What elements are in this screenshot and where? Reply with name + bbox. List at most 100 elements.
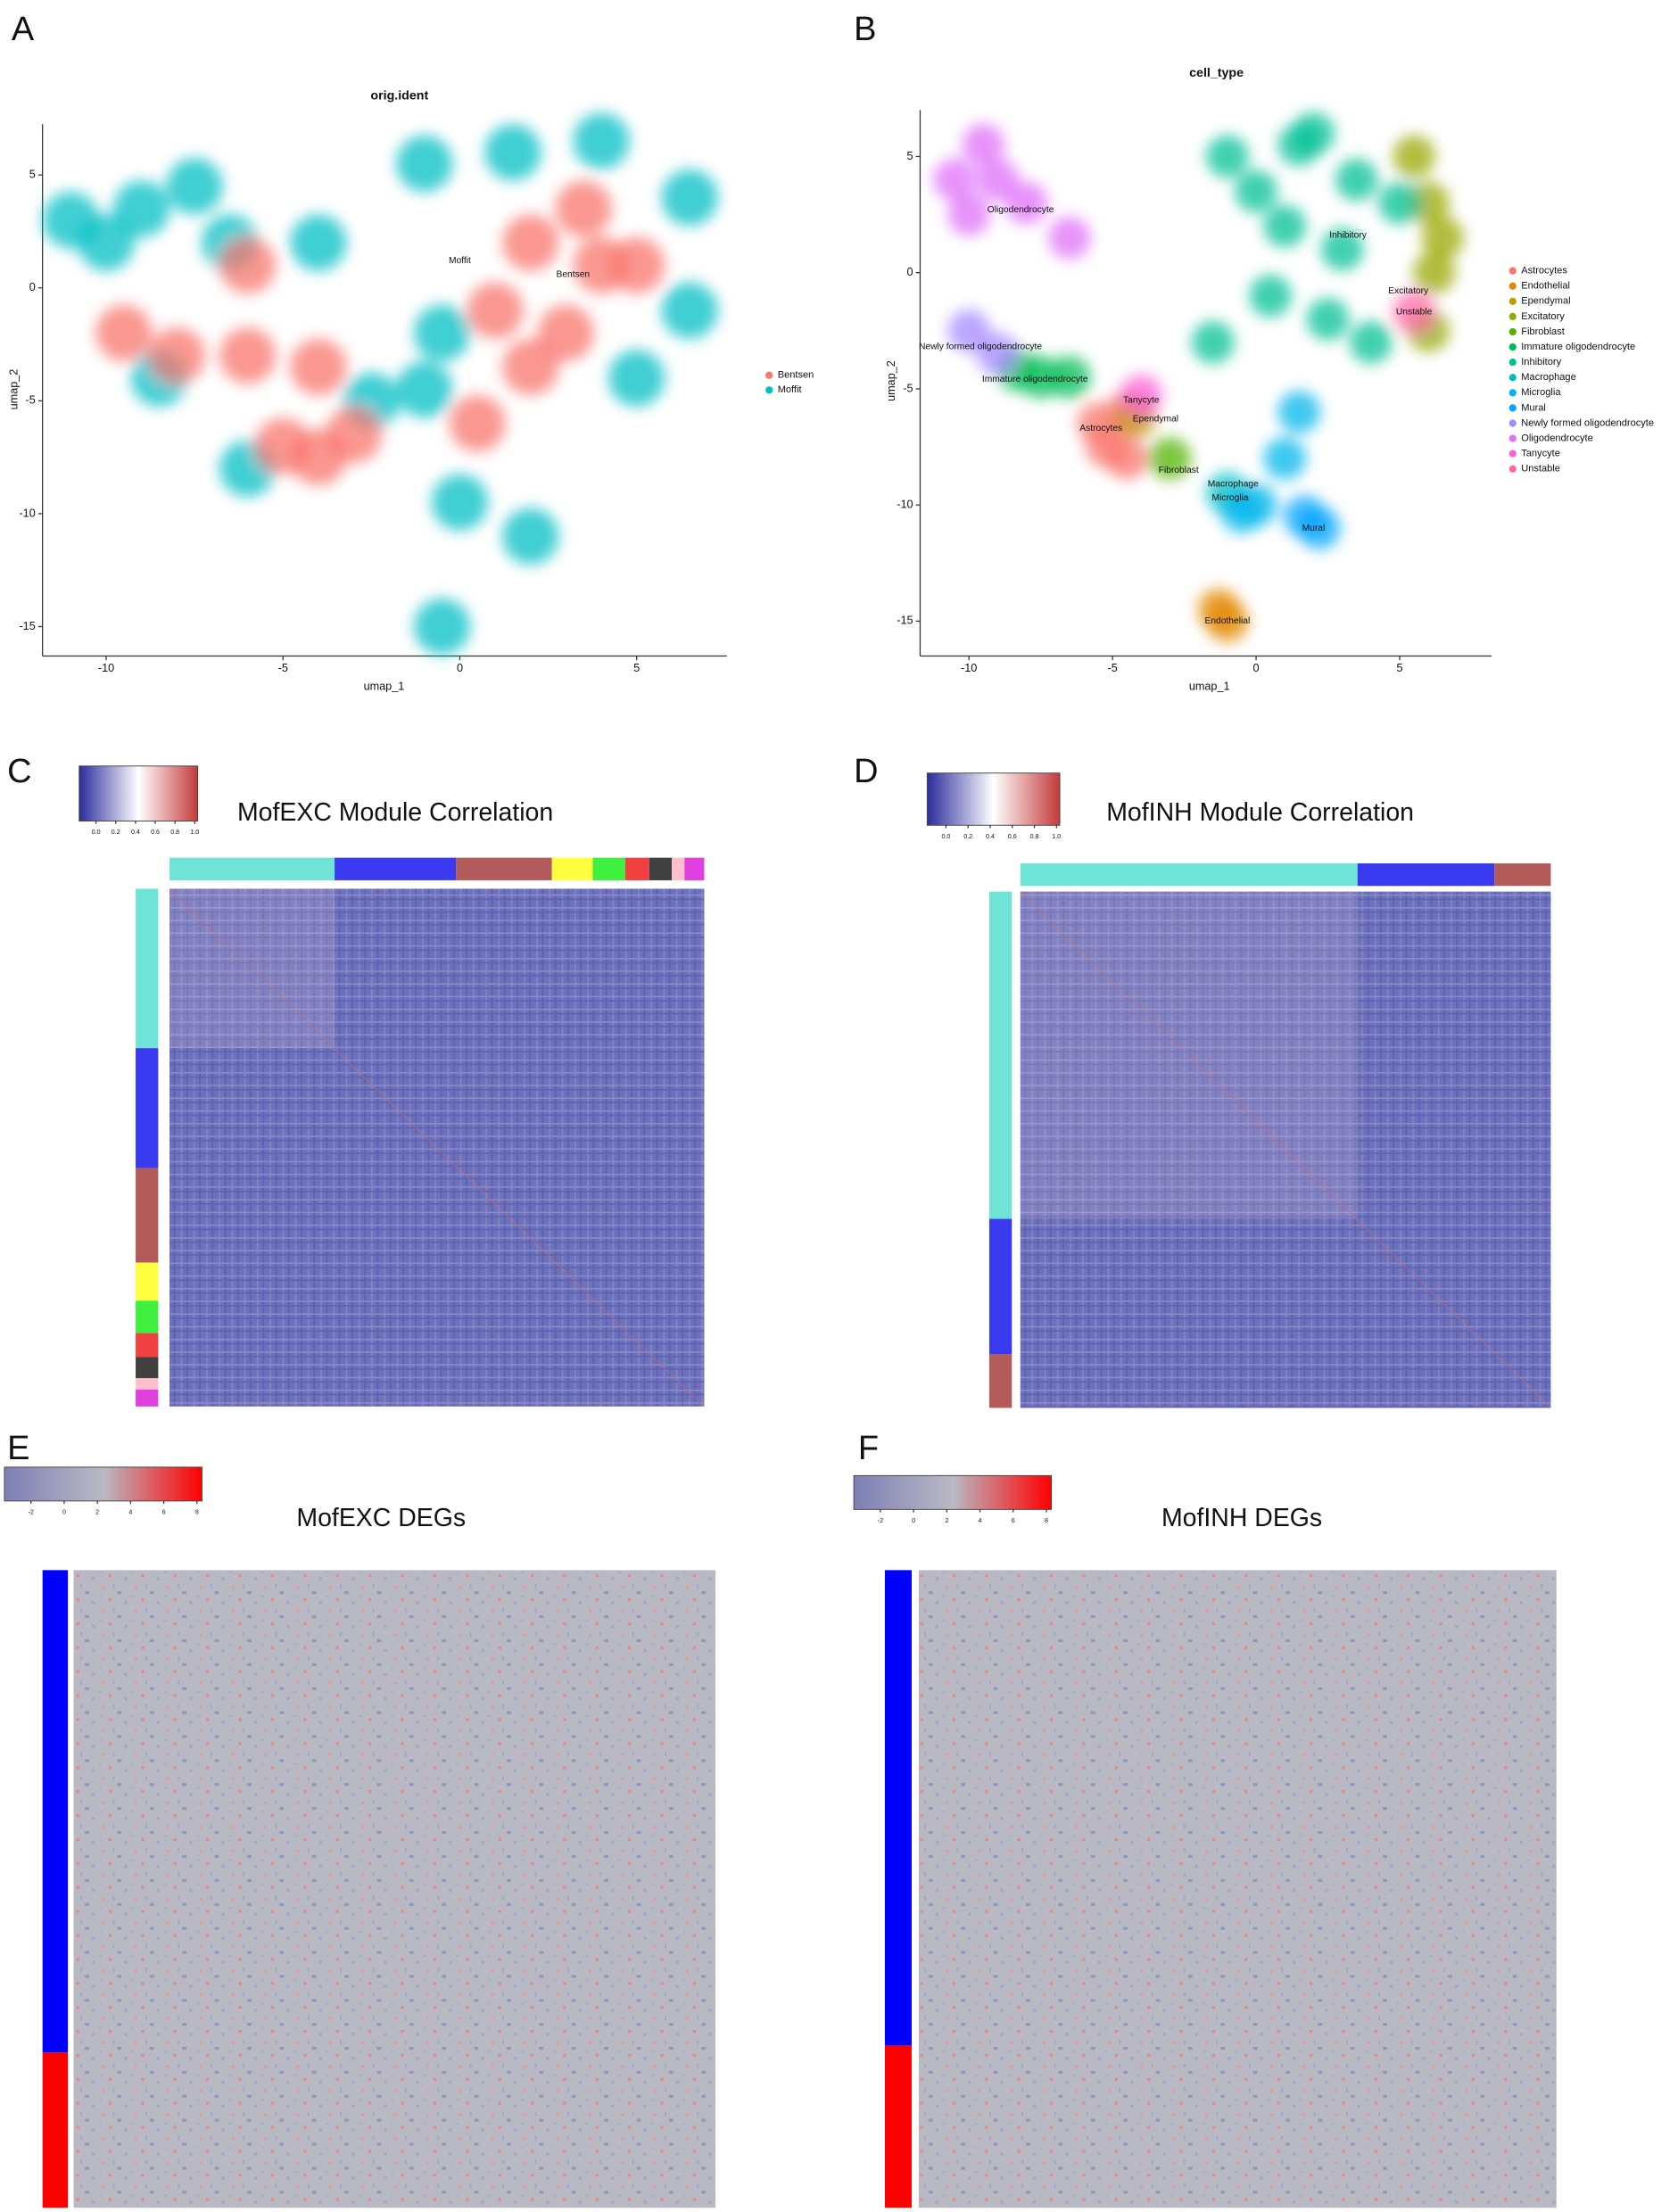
cluster-label: Oligodendrocyte xyxy=(988,205,1054,215)
colorbar-tick-label: 0.6 xyxy=(151,829,160,836)
cell-point xyxy=(933,158,976,202)
legend-swatch xyxy=(1509,465,1517,473)
colorbar-tick-label: 4 xyxy=(979,1517,982,1524)
cell-point xyxy=(1235,169,1277,213)
x-tick-label: -5 xyxy=(278,662,288,674)
group-bar xyxy=(884,1570,912,2046)
cell-point xyxy=(1048,356,1091,399)
colorbar-tick-label: -2 xyxy=(878,1517,883,1524)
module-bar xyxy=(624,857,649,880)
module-bar xyxy=(672,857,685,880)
colorbar-tick-label: 8 xyxy=(1045,1517,1048,1524)
heatmap-diagonal xyxy=(1020,891,1551,1408)
y-tick-label: 5 xyxy=(29,168,36,180)
y-tick-label: -15 xyxy=(19,620,35,632)
y-tick-label: 0 xyxy=(29,281,36,293)
group-bar xyxy=(136,1168,159,1263)
chart-title: MofINH Module Correlation xyxy=(1106,798,1414,827)
cell-point xyxy=(414,598,471,656)
cell-point xyxy=(1306,298,1350,341)
cluster-label: Astrocytes xyxy=(1079,424,1122,433)
legend-swatch xyxy=(1509,297,1517,305)
colorbar-tick-label: 0.6 xyxy=(1008,833,1017,840)
cell-point xyxy=(290,338,347,396)
cluster-label: Excitatory xyxy=(1388,286,1429,296)
legend-label: Unstable xyxy=(1521,464,1560,475)
legend-swatch xyxy=(1509,312,1517,321)
legend-label: Oligodendrocyte xyxy=(1521,433,1593,443)
legend-swatch xyxy=(1509,389,1517,397)
heatmap xyxy=(918,1570,1557,2208)
legend-swatch xyxy=(1509,267,1517,275)
cell-point xyxy=(661,282,718,339)
legend-swatch xyxy=(1509,343,1517,351)
colorbar-tick-label: 0.2 xyxy=(112,829,120,836)
cell-point xyxy=(396,135,453,193)
legend-label: Inhibitory xyxy=(1521,357,1561,367)
module-bar xyxy=(169,857,335,880)
x-tick-label: 0 xyxy=(457,662,463,674)
cell-point xyxy=(219,327,277,384)
x-tick-label: 5 xyxy=(1396,662,1402,674)
colorbar-tick-label: 8 xyxy=(195,1508,199,1515)
group-bar xyxy=(136,1333,159,1358)
cell-point xyxy=(1077,402,1120,445)
cluster-label: Newly formed oligodendrocyte xyxy=(919,343,1042,352)
cell-point xyxy=(1004,181,1048,225)
cell-point xyxy=(219,236,277,294)
y-tick-label: 0 xyxy=(907,266,913,278)
chart-title: cell_type xyxy=(1189,66,1244,80)
module-bar xyxy=(335,857,457,880)
legend-swatch xyxy=(1509,282,1517,290)
module-bar xyxy=(1357,863,1495,887)
cell-point xyxy=(1335,158,1378,202)
cluster-label: Fibroblast xyxy=(1159,466,1199,475)
cell-point xyxy=(661,169,718,227)
cell-point xyxy=(1320,227,1364,271)
cell-point xyxy=(95,304,153,362)
y-tick-label: -15 xyxy=(897,615,913,627)
colorbar xyxy=(926,772,1061,826)
legend-label: Bentsen xyxy=(778,370,814,381)
cell-point xyxy=(166,158,223,215)
cell-point xyxy=(42,192,100,249)
cell-point xyxy=(1249,275,1292,318)
y-tick-label: -5 xyxy=(26,394,36,407)
x-axis-label: umap_1 xyxy=(364,681,405,693)
module-bar xyxy=(684,857,705,880)
legend-label: Mural xyxy=(1521,402,1546,413)
module-bar xyxy=(456,857,552,880)
cell-point xyxy=(148,327,205,384)
cell-point xyxy=(467,282,524,339)
group-bar xyxy=(988,1218,1013,1355)
colorbar-tick-label: 6 xyxy=(162,1508,166,1515)
group-bar xyxy=(42,2052,69,2208)
cell-point xyxy=(1048,216,1091,260)
cell-point xyxy=(502,508,559,565)
panel-letter: B xyxy=(854,11,876,48)
cluster-label: Unstable xyxy=(1396,308,1433,318)
cell-point xyxy=(1220,491,1263,533)
colorbar-tick-label: 0 xyxy=(912,1517,915,1524)
x-tick-label: -10 xyxy=(98,662,114,674)
cell-point xyxy=(608,350,665,407)
heatmap-diagonal xyxy=(169,888,705,1407)
legend-swatch xyxy=(1509,419,1517,427)
colorbar-tick-label: -2 xyxy=(29,1508,34,1515)
cluster-label: Moffit xyxy=(449,256,471,266)
cell-point xyxy=(1105,437,1148,480)
legend-label: Immature oligodendrocyte xyxy=(1521,342,1635,352)
cell-point xyxy=(1412,251,1456,294)
cell-point xyxy=(1197,588,1240,631)
cell-point xyxy=(1277,391,1321,433)
group-bar xyxy=(136,1378,159,1390)
colorbar-tick-label: 0.0 xyxy=(941,833,950,840)
legend-swatch xyxy=(765,371,773,379)
cell-point xyxy=(502,338,559,396)
cell-point xyxy=(1284,495,1327,538)
cell-point xyxy=(608,236,665,294)
colorbar-tick-label: 2 xyxy=(945,1517,948,1524)
cluster-label: Macrophage xyxy=(1208,479,1259,489)
colorbar xyxy=(4,1466,203,1502)
